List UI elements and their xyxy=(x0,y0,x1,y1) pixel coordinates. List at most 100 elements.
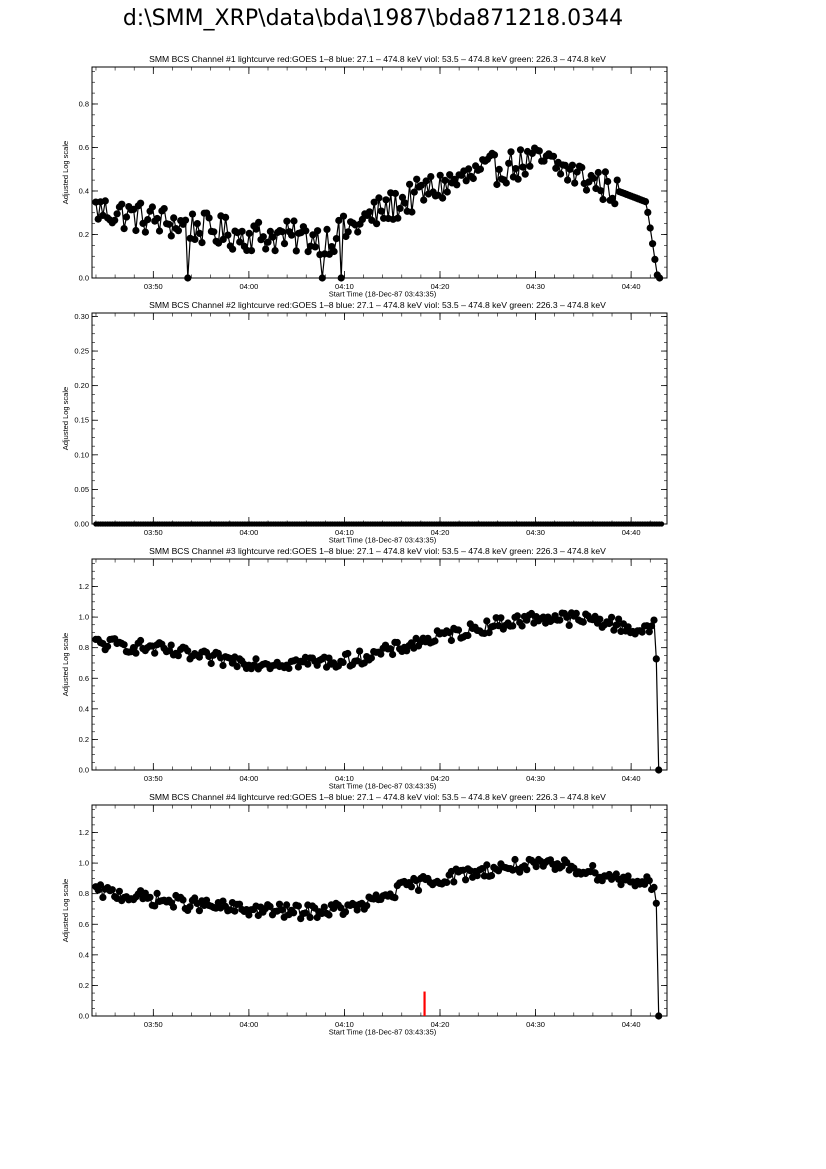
y-axis-label: Adjusted Log scale xyxy=(61,387,70,450)
page-title: d:\SMM_XRP\data\bda\1987\bda871218.0344 xyxy=(122,6,624,31)
data-point xyxy=(269,233,277,241)
data-point xyxy=(181,216,190,224)
data-point xyxy=(605,619,613,628)
data-point xyxy=(262,245,270,253)
y-tick-label: 0.2 xyxy=(79,735,89,744)
data-point xyxy=(275,900,284,908)
data-point xyxy=(184,274,192,282)
data-point xyxy=(104,642,112,650)
data-point xyxy=(601,168,610,176)
data-point xyxy=(320,903,328,911)
data-point xyxy=(165,220,173,228)
x-tick-label: 04:40 xyxy=(622,1020,641,1029)
data-point xyxy=(137,199,145,207)
chart-title: SMM BCS Channel #1 lightcurve red:GOES 1… xyxy=(149,54,606,64)
data-point xyxy=(394,214,402,222)
data-point xyxy=(302,227,310,235)
data-point xyxy=(655,766,663,774)
data-point xyxy=(146,893,154,901)
y-tick-label: 0.6 xyxy=(79,920,89,929)
data-point xyxy=(252,225,260,233)
data-point xyxy=(377,650,385,658)
data-point xyxy=(222,213,230,221)
data-point xyxy=(519,163,527,171)
data-point xyxy=(582,186,591,194)
data-point xyxy=(483,861,491,869)
data-point xyxy=(644,208,652,216)
data-point xyxy=(193,220,201,228)
data-point xyxy=(502,179,510,187)
y-tick-label: 0.05 xyxy=(74,485,89,494)
data-point xyxy=(427,173,435,181)
data-point xyxy=(613,176,621,184)
x-tick-label: 04:10 xyxy=(335,282,354,291)
data-point xyxy=(655,1012,663,1020)
y-tick-label: 0.4 xyxy=(79,186,89,195)
data-point xyxy=(512,165,520,173)
data-point xyxy=(393,638,401,647)
plot-frame xyxy=(91,66,668,279)
data-point xyxy=(120,641,128,649)
data-point xyxy=(108,886,116,894)
data-point xyxy=(311,243,319,251)
y-tick-label: 0.2 xyxy=(79,230,89,239)
data-point xyxy=(557,170,565,178)
data-point xyxy=(599,195,607,204)
data-point xyxy=(453,181,461,189)
data-point xyxy=(612,621,620,629)
x-tick-label: 04:20 xyxy=(431,1020,450,1029)
data-point xyxy=(167,641,175,649)
x-tick-label: 03:50 xyxy=(144,528,163,537)
x-tick-label: 04:30 xyxy=(526,774,545,783)
data-point xyxy=(485,629,493,637)
data-point xyxy=(325,911,333,919)
data-point xyxy=(401,199,409,207)
x-tick-label: 04:20 xyxy=(431,774,450,783)
data-point xyxy=(650,883,658,891)
x-tick-label: 04:10 xyxy=(335,1020,354,1029)
data-point xyxy=(236,238,244,246)
y-tick-label: 0.0 xyxy=(79,274,89,283)
plot-frame xyxy=(91,558,668,771)
y-tick-label: 0.6 xyxy=(79,674,89,683)
chart-title: SMM BCS Channel #2 lightcurve red:GOES 1… xyxy=(149,300,606,310)
data-point xyxy=(122,213,131,221)
data-point xyxy=(165,647,173,655)
data-point xyxy=(611,200,619,208)
x-tick-label: 04:10 xyxy=(335,774,354,783)
x-tick-label: 04:20 xyxy=(431,528,450,537)
data-point xyxy=(118,200,126,208)
data-point xyxy=(238,227,246,235)
data-point xyxy=(148,203,156,211)
data-point xyxy=(615,615,623,623)
y-tick-label: 0.4 xyxy=(79,704,89,713)
data-point xyxy=(210,228,218,236)
data-point xyxy=(493,180,501,189)
data-point xyxy=(198,239,206,247)
data-point xyxy=(339,658,347,666)
data-point xyxy=(375,194,383,202)
x-tick-label: 03:50 xyxy=(144,774,163,783)
data-point xyxy=(184,647,192,655)
data-point xyxy=(337,904,345,912)
data-point xyxy=(309,231,317,239)
data-point xyxy=(590,174,598,182)
data-point xyxy=(604,177,612,186)
data-point xyxy=(422,177,430,185)
data-point xyxy=(219,661,227,670)
data-point xyxy=(335,216,343,225)
y-tick-label: 1.2 xyxy=(79,828,89,837)
data-point xyxy=(509,622,517,630)
data-point xyxy=(290,217,298,225)
data-point xyxy=(641,198,650,206)
data-point xyxy=(304,248,312,256)
y-tick-label: 0.20 xyxy=(74,381,89,390)
data-point xyxy=(280,240,289,248)
data-point xyxy=(473,872,481,880)
data-point xyxy=(406,180,414,188)
data-point xyxy=(186,903,194,911)
data-point xyxy=(589,862,597,870)
data-point xyxy=(507,148,515,156)
data-point xyxy=(132,226,140,235)
plot-frame xyxy=(91,312,668,525)
